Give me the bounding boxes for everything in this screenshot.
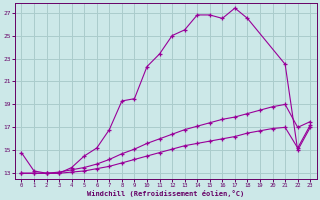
X-axis label: Windchill (Refroidissement éolien,°C): Windchill (Refroidissement éolien,°C) <box>87 190 244 197</box>
